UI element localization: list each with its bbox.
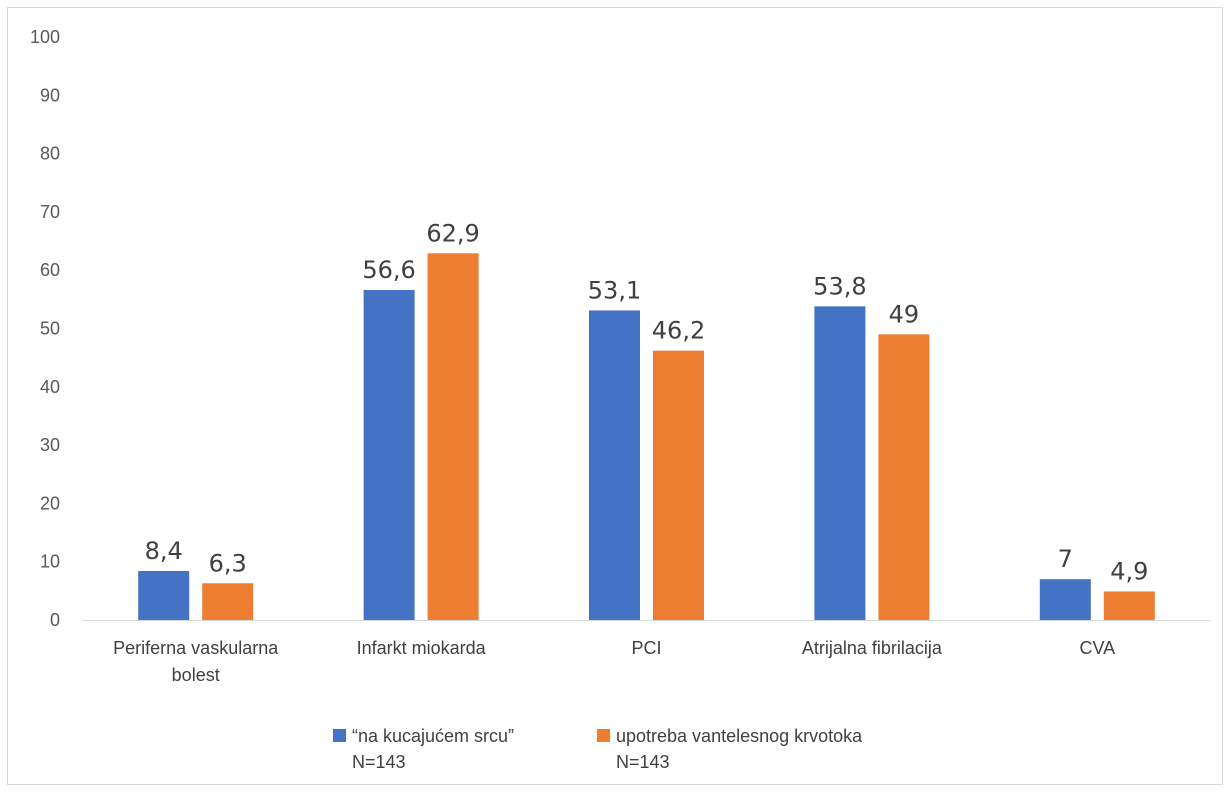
- bar-series-1: [138, 571, 190, 620]
- legend-swatch-series-2: [597, 729, 610, 742]
- bar-series-2: [427, 253, 479, 620]
- data-label: 4,9: [1110, 557, 1148, 585]
- y-tick-label: 90: [40, 85, 60, 105]
- y-tick-label: 10: [40, 552, 60, 572]
- bar-series-2: [653, 350, 704, 620]
- legend-label-series-2: upotreba vantelesnog krvotoka: [616, 726, 863, 746]
- x-category-label: bolest: [172, 665, 220, 685]
- y-tick-label: 20: [40, 493, 60, 513]
- data-label: 6,3: [209, 549, 247, 577]
- y-tick-label: 60: [40, 260, 60, 280]
- y-tick-label: 50: [40, 319, 60, 339]
- bar-series-2: [202, 583, 254, 620]
- bar-series-1: [814, 306, 866, 620]
- legend-sublabel-series-2: N=143: [616, 752, 670, 772]
- y-tick-label: 70: [40, 202, 60, 222]
- legend-swatch-series-1: [333, 729, 346, 742]
- bar-series-1: [363, 290, 415, 620]
- x-category-label: Periferna vaskularna: [113, 638, 279, 658]
- legend-sublabel-series-1: N=143: [352, 752, 406, 772]
- y-tick-label: 0: [50, 610, 60, 630]
- data-label: 62,9: [426, 219, 479, 247]
- x-category-label: Infarkt miokarda: [357, 638, 487, 658]
- data-label: 46,2: [652, 317, 705, 345]
- legend-label-series-1: “na kucajućem srcu”: [352, 726, 515, 746]
- bar-series-1: [1039, 579, 1091, 620]
- data-label: 7: [1058, 545, 1073, 573]
- x-category-label: CVA: [1079, 638, 1115, 658]
- data-label: 8,4: [145, 537, 183, 565]
- y-tick-label: 30: [40, 435, 60, 455]
- data-label: 53,8: [813, 272, 866, 300]
- data-label: 49: [889, 300, 920, 328]
- x-category-label: PCI: [631, 638, 661, 658]
- bar-series-2: [878, 334, 930, 620]
- y-tick-label: 80: [40, 144, 60, 164]
- y-tick-label: 40: [40, 377, 60, 397]
- bar-series-1: [589, 310, 640, 620]
- x-category-label: Atrijalna fibrilacija: [802, 638, 943, 658]
- y-tick-label: 100: [30, 27, 60, 47]
- data-label: 56,6: [362, 256, 415, 284]
- bar-series-2: [1103, 591, 1155, 620]
- data-label: 53,1: [588, 276, 641, 304]
